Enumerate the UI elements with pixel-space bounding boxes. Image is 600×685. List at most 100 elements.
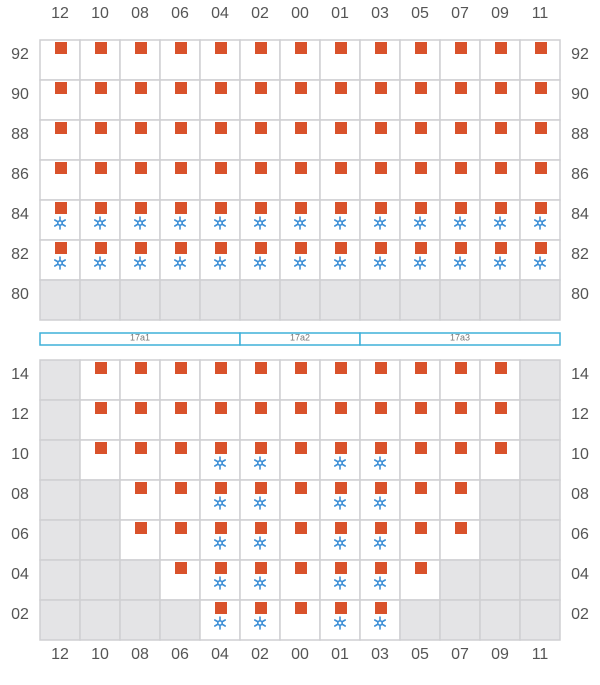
slot-cell [479,519,521,561]
container [415,202,427,214]
slot-cell [199,279,241,321]
container [375,522,387,534]
slot-cell [479,479,521,521]
container [135,442,147,454]
container [95,202,107,214]
container [215,522,227,534]
reefer-icon [54,256,66,270]
slot-cell [79,559,121,601]
reefer-icon [254,256,266,270]
reefer-icon [134,216,146,230]
container [335,442,347,454]
reefer-icon [294,216,306,230]
container [255,402,267,414]
column-label: 05 [411,5,429,22]
reefer-icon [94,216,106,230]
container [455,42,467,54]
container [375,162,387,174]
reefer-icon [374,616,386,630]
reefer-icon [334,536,346,550]
container [535,42,547,54]
container [375,122,387,134]
container [215,82,227,94]
column-label: 08 [131,646,149,663]
container [255,362,267,374]
reefer-icon [334,216,346,230]
row-label: 92 [11,46,29,63]
slot-cell [479,599,521,641]
slot-cell [519,599,561,641]
container [455,242,467,254]
slot-cell [159,599,201,641]
reefer-icon [454,216,466,230]
hatch-label: 17a3 [450,332,470,342]
container [335,402,347,414]
container [295,42,307,54]
column-label: 07 [451,5,469,22]
row-label: 10 [571,446,589,463]
container [295,202,307,214]
slot-cell [159,279,201,321]
container [215,162,227,174]
container [295,82,307,94]
column-label: 12 [51,646,69,663]
container [415,122,427,134]
slot-cell [79,279,121,321]
row-label: 88 [571,126,589,143]
row-label: 86 [571,166,589,183]
container [295,602,307,614]
container [175,202,187,214]
container [135,42,147,54]
container [335,362,347,374]
reefer-icon [334,616,346,630]
container [335,82,347,94]
slot-cell [519,479,561,521]
container [135,402,147,414]
reefer-icon [294,256,306,270]
container [495,122,507,134]
container [335,602,347,614]
container [55,82,67,94]
container [415,522,427,534]
row-label: 12 [11,406,29,423]
container [215,562,227,574]
container [55,42,67,54]
row-label: 80 [11,286,29,303]
reefer-icon [94,256,106,270]
column-label: 02 [251,646,269,663]
reefer-icon [254,536,266,550]
container [95,162,107,174]
slot-cell [439,559,481,601]
slot-cell [519,559,561,601]
reefer-icon [214,536,226,550]
row-label: 86 [11,166,29,183]
container [255,122,267,134]
reefer-icon [254,576,266,590]
column-label: 10 [91,646,109,663]
row-label: 08 [571,486,589,503]
container [175,522,187,534]
container [335,202,347,214]
row-label: 14 [11,366,29,383]
reefer-icon [254,616,266,630]
container [455,162,467,174]
reefer-icon [334,256,346,270]
row-label: 02 [11,606,29,623]
container [495,162,507,174]
container [375,442,387,454]
container [135,202,147,214]
reefer-icon [334,496,346,510]
hatch-label: 17a1 [130,332,150,342]
slot-cell [479,559,521,601]
reefer-icon [534,216,546,230]
reefer-icon [214,616,226,630]
container [175,442,187,454]
slot-cell [519,439,561,481]
slot-cell [319,79,361,121]
container [215,442,227,454]
reefer-icon [334,576,346,590]
column-label: 00 [291,5,309,22]
slot-cell [519,519,561,561]
container [375,362,387,374]
